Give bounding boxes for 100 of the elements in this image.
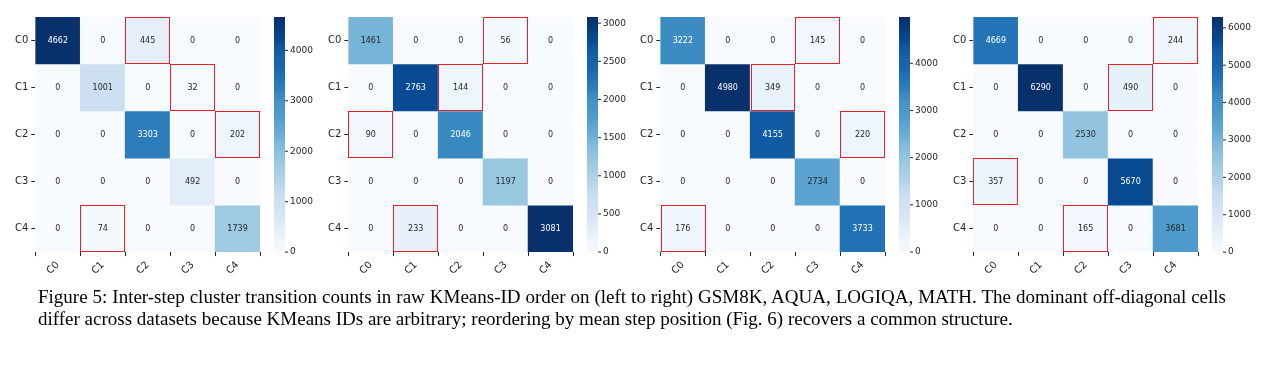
data-label: 6290 xyxy=(1030,82,1051,92)
y-tick-label: C3 xyxy=(14,175,29,187)
data-label: 490 xyxy=(1122,82,1139,92)
color-bar-label: 3000 xyxy=(915,104,939,115)
caption: Figure 5: Inter-step cluster transition counts in raw KMeans-ID order on (left to right) GSM8K, AQUA, LOGIQA, MATH. The dominant off-diagonal cells differ across datasets because KMeans IDs are arbitrary; reordering by mean step position (Fig. 6) recovers a common structure. xyxy=(38,286,1226,330)
data-label: 144 xyxy=(452,82,468,92)
y-tick-label: C1 xyxy=(327,81,341,93)
data-label: 0 xyxy=(680,82,686,92)
data-label: 220 xyxy=(855,129,871,139)
data-label: 145 xyxy=(810,35,826,45)
data-label: 0 xyxy=(1083,82,1089,92)
data-label: 0 xyxy=(1172,176,1179,186)
data-label: 349 xyxy=(765,82,781,92)
y-tick-label: C0 xyxy=(640,34,654,46)
color-bar-label: 0 xyxy=(290,246,296,257)
data-label: 0 xyxy=(547,176,553,186)
data-label: 0 xyxy=(145,223,151,233)
data-label: 0 xyxy=(502,129,508,139)
data-label: 3733 xyxy=(852,223,874,233)
x-tick-label: C2 xyxy=(1071,258,1089,277)
data-label: 0 xyxy=(680,176,686,186)
data-label: 0 xyxy=(55,176,61,186)
x-tick-label: C4 xyxy=(1161,258,1179,277)
data-label: 0 xyxy=(367,223,374,233)
data-label: 0 xyxy=(100,35,106,45)
y-tick-label: C2 xyxy=(640,128,654,140)
data-label: 3681 xyxy=(1165,223,1186,233)
color-bar-label: 0 xyxy=(602,246,609,257)
data-label: 0 xyxy=(993,82,999,92)
data-label: 0 xyxy=(770,223,776,233)
color-bar-label: 3000 xyxy=(602,17,626,28)
data-label: 244 xyxy=(1167,35,1184,45)
data-label: 0 xyxy=(1128,35,1134,45)
data-label: 176 xyxy=(675,223,691,233)
data-label: 2763 xyxy=(405,82,426,92)
data-label: 0 xyxy=(1128,129,1134,139)
color-bar-label: 1000 xyxy=(1227,209,1252,220)
data-label: 0 xyxy=(100,129,106,139)
color-bar-label: 0 xyxy=(1227,246,1234,257)
color-bar-label: 2000 xyxy=(602,93,626,104)
data-label: 0 xyxy=(412,176,418,186)
color-bar-label: 1000 xyxy=(915,199,939,210)
y-tick-label: C1 xyxy=(640,81,654,93)
data-label: 0 xyxy=(457,223,463,233)
y-tick-label: C1 xyxy=(952,81,967,93)
data-label: 0 xyxy=(993,223,999,233)
data-label: 0 xyxy=(1128,223,1134,233)
data-label: 0 xyxy=(725,129,731,139)
data-label: 0 xyxy=(367,82,374,92)
data-label: 0 xyxy=(1172,129,1179,139)
data-label: 0 xyxy=(725,176,731,186)
y-tick-label: C3 xyxy=(640,175,654,187)
data-label: 0 xyxy=(190,129,196,139)
x-tick-label: C4 xyxy=(848,258,867,277)
data-label: 0 xyxy=(502,82,508,92)
y-tick-label: C4 xyxy=(327,222,341,234)
color-bar-label: 2500 xyxy=(602,55,626,66)
y-tick-label: C1 xyxy=(14,81,29,93)
data-label: 4662 xyxy=(47,35,68,45)
y-tick-label: C3 xyxy=(952,175,967,187)
data-label: 4155 xyxy=(762,129,784,139)
data-label: 0 xyxy=(547,35,553,45)
color-bar-label: 2000 xyxy=(915,152,939,163)
y-tick-label: C0 xyxy=(952,34,967,46)
color-bar-label: 1000 xyxy=(290,196,314,206)
data-label: 3222 xyxy=(672,35,694,45)
data-label: 0 xyxy=(860,82,866,92)
data-label: 3081 xyxy=(540,223,561,233)
data-label: 3303 xyxy=(137,129,158,139)
x-tick-label: C2 xyxy=(133,258,151,277)
color-bar-label: 6000 xyxy=(1227,22,1252,33)
data-label: 0 xyxy=(145,176,151,186)
data-label: 0 xyxy=(1038,223,1044,233)
data-label: 0 xyxy=(145,82,151,92)
data-label: 0 xyxy=(190,223,196,233)
data-label: 32 xyxy=(187,82,198,92)
data-label: 0 xyxy=(725,223,731,233)
y-tick-label: C0 xyxy=(327,34,341,46)
data-label: 165 xyxy=(1078,223,1094,233)
x-tick-label: C2 xyxy=(446,258,464,277)
color-bar-label: 2000 xyxy=(1227,171,1252,182)
data-label: 233 xyxy=(407,223,424,233)
data-label: 202 xyxy=(229,129,246,139)
data-label: 1001 xyxy=(92,82,113,92)
x-tick-label: C3 xyxy=(491,258,509,277)
data-label: 0 xyxy=(1083,35,1089,45)
data-label: 0 xyxy=(234,176,241,186)
x-tick-label: C3 xyxy=(1116,258,1134,277)
data-label: 0 xyxy=(234,35,241,45)
data-label: 0 xyxy=(680,129,686,139)
color-bar-label: 1500 xyxy=(602,131,626,142)
data-label: 0 xyxy=(100,176,106,186)
x-tick-label: C2 xyxy=(759,258,777,277)
y-tick-label: C4 xyxy=(640,222,654,234)
data-label: 74 xyxy=(97,223,108,233)
x-tick-label: C1 xyxy=(401,258,419,277)
color-bar-label: 500 xyxy=(602,208,621,219)
data-label: 0 xyxy=(457,176,463,186)
data-label: 2734 xyxy=(807,176,829,186)
data-label: 0 xyxy=(1038,35,1044,45)
